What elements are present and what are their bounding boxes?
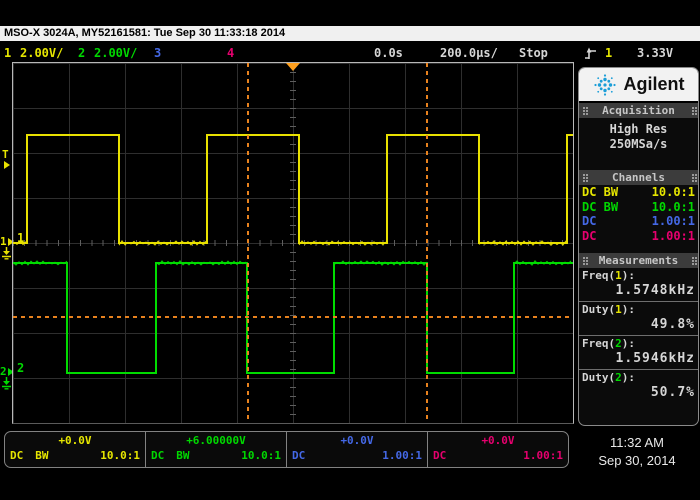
ch2-probe-label: 10.0:1 <box>241 449 281 462</box>
freq1-value: 1.5748kHz <box>615 283 695 298</box>
ch4-offset: +0.0V <box>481 434 515 447</box>
waveform-display: 1 2 <box>12 62 574 424</box>
ch4-probe-label: 1.00:1 <box>523 449 563 462</box>
ch3-offset: +0.0V <box>340 434 374 447</box>
ch4-probe: 1.00:1 <box>651 228 695 243</box>
ch2-bw-label: BW <box>176 449 190 462</box>
agilent-logo-icon <box>593 73 616 96</box>
measurements-panel: Freq(1): 1.5748kHz Duty(1): 49.8% Freq(2… <box>579 268 698 403</box>
status-ch2-scale[interactable]: 2.00V/ <box>94 46 138 60</box>
ch4-settings-box[interactable]: +0.0V DC 1.00:1 <box>427 432 568 467</box>
ch2-probe: 10.0:1 <box>651 199 695 214</box>
ch1-probe: 10.0:1 <box>651 185 695 199</box>
measurement-freq2: Freq(2): 1.5946kHz <box>579 335 698 369</box>
freq2-value: 1.5946kHz <box>615 351 695 366</box>
status-run-state[interactable]: Stop <box>519 46 548 60</box>
ch2-inner-label: 2 <box>17 361 25 375</box>
waveform-svg <box>13 63 573 423</box>
channel-row-3: DC 1.00:1 <box>579 214 698 229</box>
title-bar: MSO-X 3024A, MY52161581: Tue Sep 30 11:3… <box>0 26 700 41</box>
ch1-offset: +0.0V <box>58 434 92 447</box>
status-delay[interactable]: 0.0s <box>374 46 403 60</box>
ch2-coupling-label: DC <box>151 449 165 462</box>
section-header-acquisition[interactable]: Acquisition <box>579 103 698 118</box>
bottom-channel-bar: +0.0V DC BW 10.0:1 +6.00000V DC BW 10.0:… <box>4 431 569 468</box>
status-ch4-number[interactable]: 4 <box>227 46 235 60</box>
clock: 11:32 AM Sep 30, 2014 <box>576 434 698 470</box>
status-trigger-source[interactable]: 1 <box>605 46 613 60</box>
ch3-probe-label: 1.00:1 <box>382 449 422 462</box>
trigger-level-marker[interactable]: T <box>2 149 14 169</box>
status-ch3-number[interactable]: 3 <box>154 46 162 60</box>
measurement-duty1: Duty(1): 49.8% <box>579 301 698 335</box>
grip-icon <box>583 259 585 262</box>
section-header-measurements[interactable]: Measurements <box>579 253 698 268</box>
status-timebase[interactable]: 200.0µs/ <box>440 46 498 60</box>
status-ch1-scale[interactable]: 2.00V/ <box>20 46 64 60</box>
ch4-coupling-label: DC <box>433 449 447 462</box>
ch2-ground-marker[interactable]: 2 <box>0 365 14 392</box>
status-ch2-number[interactable]: 2 <box>78 46 86 60</box>
sample-rate: 250MSa/s <box>609 137 668 151</box>
ch3-coupling: DC <box>582 214 597 228</box>
channels-title: Channels <box>612 171 665 184</box>
ch1-probe-label: 10.0:1 <box>100 449 140 462</box>
duty2-value: 50.7% <box>650 385 695 400</box>
measurements-title: Measurements <box>598 254 679 267</box>
ch3-coupling-label: DC <box>292 449 306 462</box>
section-header-channels[interactable]: Channels <box>579 170 698 185</box>
status-trigger-level[interactable]: 3.33V <box>637 46 674 60</box>
ch3-settings-box[interactable]: +0.0V DC 1.00:1 <box>286 432 427 467</box>
brand-box: Agilent <box>579 68 698 103</box>
grip-icon <box>691 109 694 112</box>
channel-row-4: DC 1.00:1 <box>579 229 698 244</box>
status-ch1-number[interactable]: 1 <box>4 46 12 60</box>
ch1-ground-marker[interactable]: 1 <box>0 235 14 262</box>
grip-icon <box>583 176 585 179</box>
channel-row-1: DC BW 10.0:1 <box>579 185 698 200</box>
clock-time: 11:32 AM <box>610 435 664 450</box>
ch1-marker-arrow-icon <box>7 237 14 246</box>
edge-trigger-icon <box>585 47 596 59</box>
brand-name: Agilent <box>623 74 685 94</box>
ch1-coupling-label: DC <box>10 449 24 462</box>
ch2-coupling: DC BW <box>582 199 619 214</box>
center-vertical-ticks <box>290 63 296 423</box>
sidebar: Agilent Acquisition High Res 250MSa/s Ch… <box>578 67 699 426</box>
ch1-ground-icon <box>2 247 11 260</box>
grip-icon <box>691 259 694 262</box>
ch1-marker-label: 1 <box>0 235 7 248</box>
clock-date: Sep 30, 2014 <box>598 453 676 468</box>
ch1-coupling: DC BW <box>582 185 619 199</box>
ch1-inner-label: 1 <box>17 231 25 245</box>
trigger-marker-label: T <box>2 148 9 161</box>
ch2-settings-box[interactable]: +6.00000V DC BW 10.0:1 <box>145 432 286 467</box>
grip-icon <box>691 176 694 179</box>
ch2-offset: +6.00000V <box>186 434 246 447</box>
measurement-duty2: Duty(2): 50.7% <box>579 369 698 403</box>
ch2-marker-arrow-icon <box>7 367 14 376</box>
ch3-probe: 1.00:1 <box>651 214 695 228</box>
ch2-marker-label: 2 <box>0 365 7 378</box>
ch1-settings-box[interactable]: +0.0V DC BW 10.0:1 <box>5 432 145 467</box>
acquisition-mode: High Res <box>609 122 668 136</box>
acquisition-panel: High Res 250MSa/s <box>579 118 698 170</box>
ch1-bw-label: BW <box>35 449 49 462</box>
measurement-freq1: Freq(1): 1.5748kHz <box>582 269 695 298</box>
acquisition-title: Acquisition <box>602 104 675 117</box>
ch4-coupling: DC <box>582 228 597 243</box>
duty1-value: 49.8% <box>650 317 695 332</box>
grip-icon <box>583 109 585 112</box>
trigger-marker-arrow-icon <box>4 161 10 169</box>
ch2-ground-icon <box>2 377 11 390</box>
channels-panel: DC BW 10.0:1 DC BW 10.0:1 DC 1.00:1 DC 1… <box>579 185 698 243</box>
channel-row-2: DC BW 10.0:1 <box>579 200 698 215</box>
